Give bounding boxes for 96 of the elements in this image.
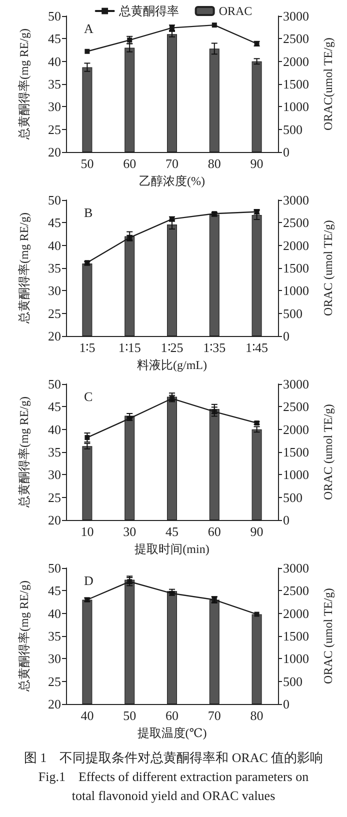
x-tick-label: 1∶15 [118, 340, 141, 356]
x-tick-label: 90 [250, 156, 264, 172]
y-tick-label: 40 [48, 606, 61, 621]
y-tick-label: 30 [48, 467, 61, 482]
y2-tick-label: 3000 [283, 560, 309, 576]
x-tick-label: 40 [80, 708, 94, 724]
y2-tick-label: 3000 [283, 376, 309, 392]
y-tick-label: 30 [48, 99, 61, 114]
y-tick-label: 25 [48, 306, 61, 321]
y-tick-label: 25 [48, 122, 61, 137]
x-tick-label: 1∶45 [246, 340, 268, 356]
y-tick-label: 40 [48, 422, 61, 437]
y-tick-label: 25 [48, 674, 61, 689]
y-tick-label: 20 [48, 144, 61, 160]
y2-tick-label: 3000 [283, 8, 309, 24]
y-tick-label: 20 [48, 328, 61, 344]
y2-tick-label: 2500 [283, 399, 309, 414]
y2-tick-label: 2500 [283, 215, 309, 230]
y-tick-label: 30 [48, 283, 61, 298]
x-axis-title: 提取温度(℃) [137, 726, 207, 740]
y2-tick-label: 0 [283, 512, 290, 528]
x-tick-label: 1∶35 [203, 340, 226, 356]
y-tick-label: 25 [48, 490, 61, 505]
legend-label: 总黄酮得率 [118, 4, 179, 18]
y2-tick-label: 500 [283, 674, 302, 689]
caption: Fig.1 Effects of different extraction parameters on total flavonoid yield and ORAC values [37, 768, 310, 805]
annotation: A [84, 21, 94, 36]
y2-axis-title: ORAC (umol TE/g) [321, 404, 335, 500]
y-tick-label: 50 [48, 560, 61, 576]
x-tick-label: 10 [80, 524, 94, 540]
y-axis-title: 总黄酮得率(mg RE/g) [17, 28, 31, 141]
y-tick-label: 45 [48, 31, 61, 46]
y2-tick-label: 2000 [283, 606, 309, 621]
x-tick-label: 60 [166, 708, 178, 724]
y2-axis-title: ORAC (umol TE/g) [321, 588, 335, 684]
y-tick-label: 35 [48, 260, 61, 276]
y-axis-title: 总黄酮得率(mg RE/g) [17, 580, 31, 693]
y-tick-label: 30 [48, 651, 61, 666]
y2-tick-label: 2000 [283, 54, 309, 69]
y2-tick-label: 1500 [283, 76, 309, 92]
y2-tick-label: 2500 [283, 583, 309, 598]
y-tick-label: 35 [48, 76, 61, 92]
y-tick-label: 50 [48, 8, 61, 24]
y2-tick-label: 500 [283, 122, 302, 137]
y-tick-label: 35 [48, 628, 61, 644]
x-tick-label: 70 [208, 708, 221, 724]
x-tick-label: 50 [123, 708, 136, 724]
y2-tick-label: 0 [283, 144, 290, 160]
x-tick-label: 1∶5 [79, 340, 96, 356]
y-tick-label: 20 [48, 696, 61, 712]
x-axis-title: 提取时间(min) [134, 542, 210, 556]
y2-tick-label: 1000 [283, 283, 309, 298]
y-tick-label: 35 [48, 444, 61, 460]
y2-tick-label: 2000 [283, 238, 309, 253]
y2-tick-label: 3000 [283, 192, 309, 208]
legend-label: ORAC [218, 4, 252, 18]
y-tick-label: 40 [48, 238, 61, 253]
y2-tick-label: 500 [283, 306, 302, 321]
y2-axis-title: ORAC(umol TE/g) [321, 38, 335, 130]
annotation: D [84, 573, 94, 588]
caption: 图 1 不同提取条件对总黄酮得率和 ORAC 值的影响 [22, 749, 324, 767]
y2-tick-label: 0 [283, 328, 290, 344]
y2-tick-label: 1000 [283, 467, 309, 482]
x-tick-label: 70 [166, 156, 178, 172]
y-tick-label: 45 [48, 215, 61, 230]
x-axis-title: 料液比(g/mL) [137, 358, 207, 372]
annotation: C [84, 389, 93, 404]
y2-tick-label: 0 [283, 696, 290, 712]
y-axis-title: 总黄酮得率(mg RE/g) [17, 212, 31, 325]
y-axis-title: 总黄酮得率(mg RE/g) [17, 396, 31, 509]
x-axis-title: 乙醇浓度(%) [139, 174, 205, 188]
x-tick-label: 1∶25 [160, 340, 184, 356]
x-tick-label: 45 [166, 524, 178, 540]
x-tick-label: 60 [123, 156, 136, 172]
x-tick-label: 60 [208, 524, 221, 540]
y2-tick-label: 1000 [283, 99, 309, 114]
y2-tick-label: 1500 [283, 260, 309, 276]
y2-tick-label: 1500 [283, 444, 309, 460]
y2-axis-title: ORAC (umol TE/g) [321, 220, 335, 316]
y2-tick-label: 2500 [283, 31, 309, 46]
y2-tick-label: 1000 [283, 651, 309, 666]
y-tick-label: 45 [48, 583, 61, 598]
y2-tick-label: 2000 [283, 422, 309, 437]
annotation: B [84, 205, 93, 220]
y-tick-label: 50 [48, 192, 61, 208]
x-tick-label: 30 [123, 524, 136, 540]
y-tick-label: 40 [48, 54, 61, 69]
x-tick-label: 80 [208, 156, 221, 172]
y-tick-label: 50 [48, 376, 61, 392]
y-tick-label: 20 [48, 512, 61, 528]
x-tick-label: 50 [80, 156, 94, 172]
y2-tick-label: 500 [283, 490, 302, 505]
x-tick-label: 90 [250, 524, 264, 540]
y2-tick-label: 1500 [283, 628, 309, 644]
x-tick-label: 80 [250, 708, 264, 724]
y-tick-label: 45 [48, 399, 61, 414]
